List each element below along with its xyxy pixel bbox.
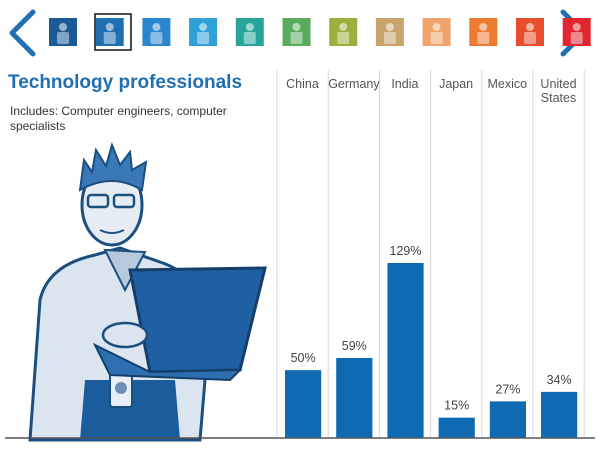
bar [489,401,526,438]
thumbnail-figure [572,23,581,31]
value-label: 59% [342,339,367,353]
thumbnail-figure [152,23,161,31]
thumbnail[interactable] [516,18,544,46]
chart-title: Technology professionals [8,72,243,93]
bar [387,263,424,438]
hand [101,321,149,349]
thumbnail-figure [243,32,256,44]
mouth [99,229,125,234]
selected-frame [94,13,132,51]
thumbnail-figure [477,32,490,44]
thumbnail-figure [383,32,396,44]
laptop [128,266,267,374]
thumbnail[interactable] [95,18,124,46]
thumbnail-figure [245,23,254,31]
thumbnail[interactable] [562,18,591,46]
thumbnail-figure [339,23,348,31]
glasses-right [112,193,136,209]
bar [541,391,578,438]
thumbnail-figure [479,23,488,31]
category-label: Germany [328,77,380,91]
trousers [80,380,180,440]
value-label: 34% [547,373,572,387]
thumbnail-figure [197,32,210,44]
prev-arrow[interactable] [9,9,36,57]
value-label: 50% [291,351,316,365]
thumbnail-figure [385,23,394,31]
thumbnail-figure [59,23,67,31]
thumbnail-figure [430,32,443,44]
thumbnail-figure [290,32,303,44]
thumbnail[interactable] [469,18,498,46]
thumbnail-figure [526,23,534,31]
laptop-base [92,342,243,382]
category-label: Mexico [487,77,528,91]
thumbnails [49,18,591,46]
bar [336,357,373,438]
thumbnail-figure [103,32,116,44]
thumbnail[interactable] [189,18,218,46]
thumbnail[interactable] [49,18,77,46]
thumbnail[interactable] [282,18,311,46]
glasses-left [86,193,110,209]
value-label: 27% [495,382,520,396]
category-label: Japan [439,77,474,91]
value-label: 129% [390,244,422,258]
thumbnail-figure [199,23,208,31]
hair [78,141,148,192]
bar [285,370,322,438]
bar [438,417,475,438]
category-label: India [391,77,419,91]
chart-subtitle: Includes: Computer engineers, computer s… [10,104,227,133]
badge-photo [115,382,127,394]
thumbnail-figure [570,32,583,44]
thumbnail[interactable] [142,18,171,46]
thumbnail-figure [105,23,114,31]
thumbnail-figure [292,23,301,31]
thumbnail[interactable] [375,18,404,46]
thumbnail[interactable] [422,18,451,46]
thumbnail-figure [432,23,441,31]
category-label: United States [540,77,577,105]
thumbnail-figure [337,32,350,44]
illustration [28,141,267,442]
category-label: China [286,77,319,91]
thumbnail-figure [150,32,163,44]
thumbnail[interactable] [329,18,358,46]
value-label: 15% [444,399,469,413]
thumbnail[interactable] [235,18,264,46]
thumbnail-figure [524,32,536,44]
thumbnail-figure [57,32,69,44]
